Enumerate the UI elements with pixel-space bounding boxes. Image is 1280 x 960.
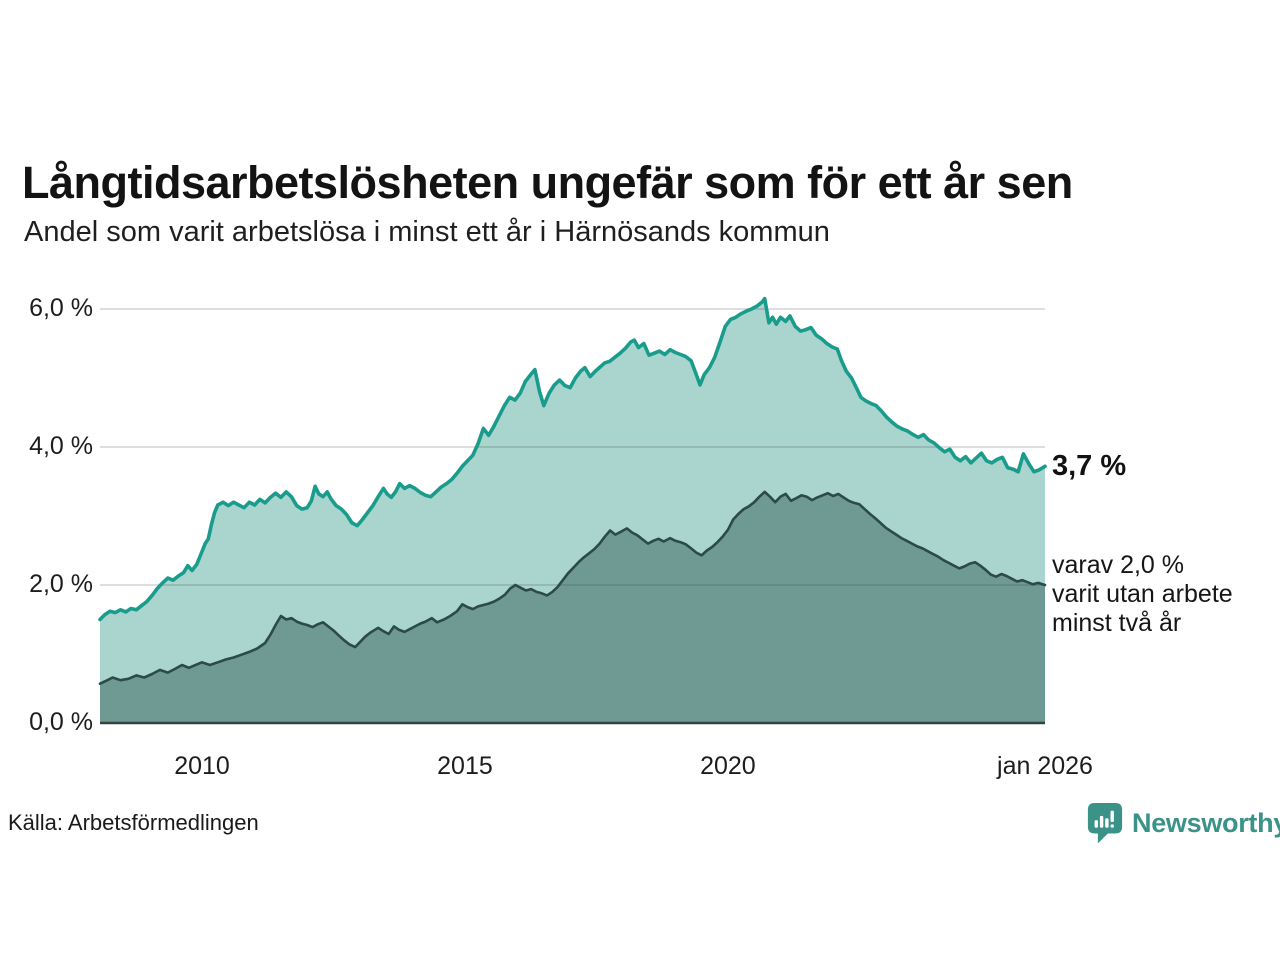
area-fill bbox=[100, 491, 1045, 723]
newsworthy-wordmark: Newsworthy bbox=[1132, 807, 1280, 838]
two-year-line bbox=[98, 490, 1047, 685]
y-tick-label: 0,0 % bbox=[29, 708, 93, 736]
y-tick-label: 6,0 % bbox=[29, 294, 93, 322]
page-title: Långtidsarbetslösheten ungefär som för e… bbox=[22, 157, 1073, 209]
source-attribution: Källa: Arbetsförmedlingen bbox=[8, 810, 259, 835]
x-tick-label: 2010 bbox=[174, 752, 230, 780]
newsworthy-logo: Newsworthy bbox=[1086, 800, 1280, 846]
x-tick-label: 2015 bbox=[437, 752, 493, 780]
newsworthy-bubble-chart-icon bbox=[1086, 801, 1124, 845]
x-tick-label: 2020 bbox=[700, 752, 756, 780]
latest-total-label: 3,7 % bbox=[1052, 450, 1127, 482]
breakdown-annotation: varav 2,0 % varit utan arbete minst två … bbox=[1052, 551, 1233, 637]
y-tick-label: 2,0 % bbox=[29, 570, 93, 598]
chart-subtitle: Andel som varit arbetslösa i minst ett å… bbox=[24, 216, 830, 248]
total-line bbox=[98, 296, 1047, 622]
y-tick-label: 4,0 % bbox=[29, 432, 93, 460]
x-tick-label: jan 2026 bbox=[997, 752, 1093, 780]
